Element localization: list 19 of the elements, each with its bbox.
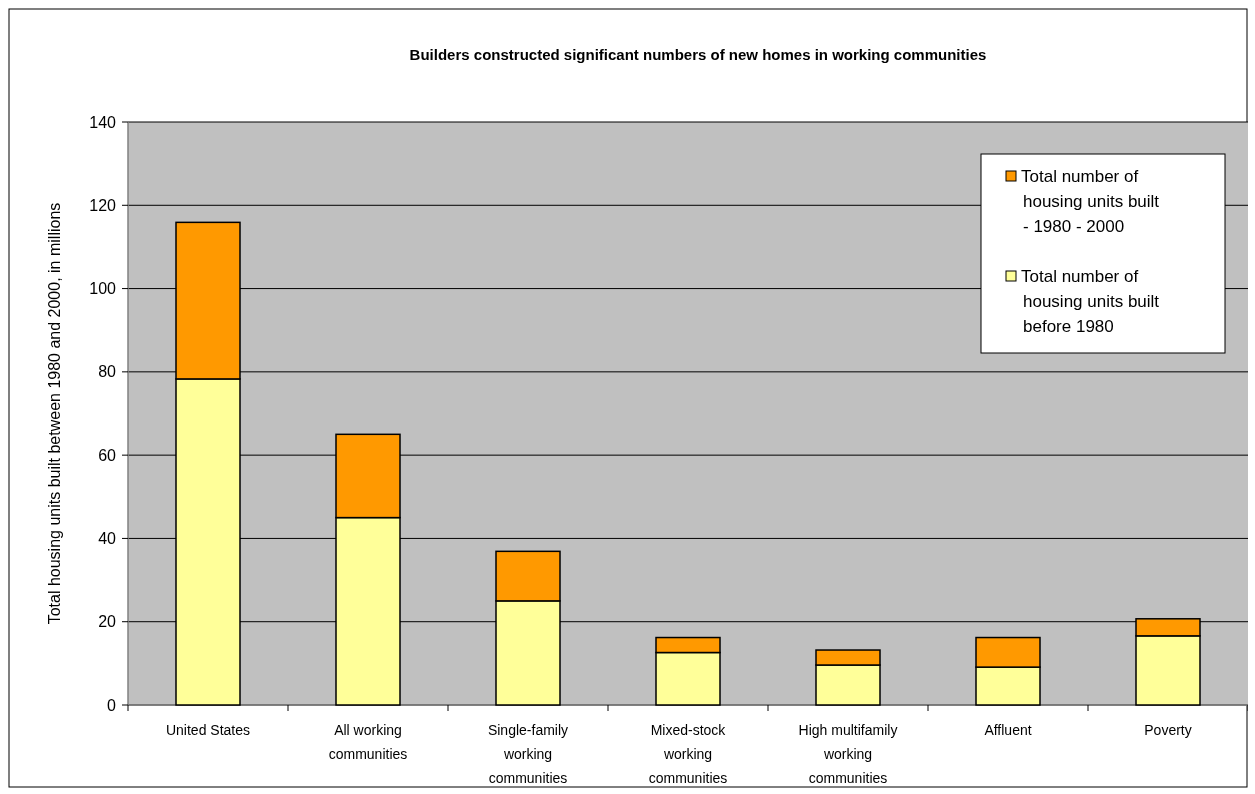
y-tick-label: 60	[98, 446, 117, 464]
x-tick-label: Poverty	[1144, 722, 1192, 738]
y-tick-label: 100	[89, 280, 117, 298]
y-tick-label: 140	[89, 113, 117, 131]
y-tick-label: 120	[89, 196, 117, 214]
x-tick-label: Single-family working communities	[487, 722, 569, 786]
x-tick-label: All working communities	[328, 722, 408, 762]
x-tick-label: High multifamily working communities	[798, 722, 898, 786]
chart-title: Builders constructed significant numbers of new homes in working communities	[409, 46, 987, 63]
y-tick-label: 40	[98, 530, 117, 548]
legend-label: Total number of housing units built - 1980 - 2000	[1021, 167, 1160, 236]
x-tick-label: Mixed-stock working communities	[648, 722, 728, 786]
y-tick-label: 20	[98, 613, 117, 631]
legend-label: Total number of housing units built before 1980	[1021, 267, 1160, 336]
x-tick-label: United States	[165, 722, 251, 738]
y-tick-label: 0	[107, 696, 117, 714]
y-axis-title: Total housing units built between 1980 and 2000, in millions	[46, 202, 63, 625]
y-tick-label: 80	[98, 363, 117, 381]
x-tick-label: Affluent	[984, 722, 1032, 738]
